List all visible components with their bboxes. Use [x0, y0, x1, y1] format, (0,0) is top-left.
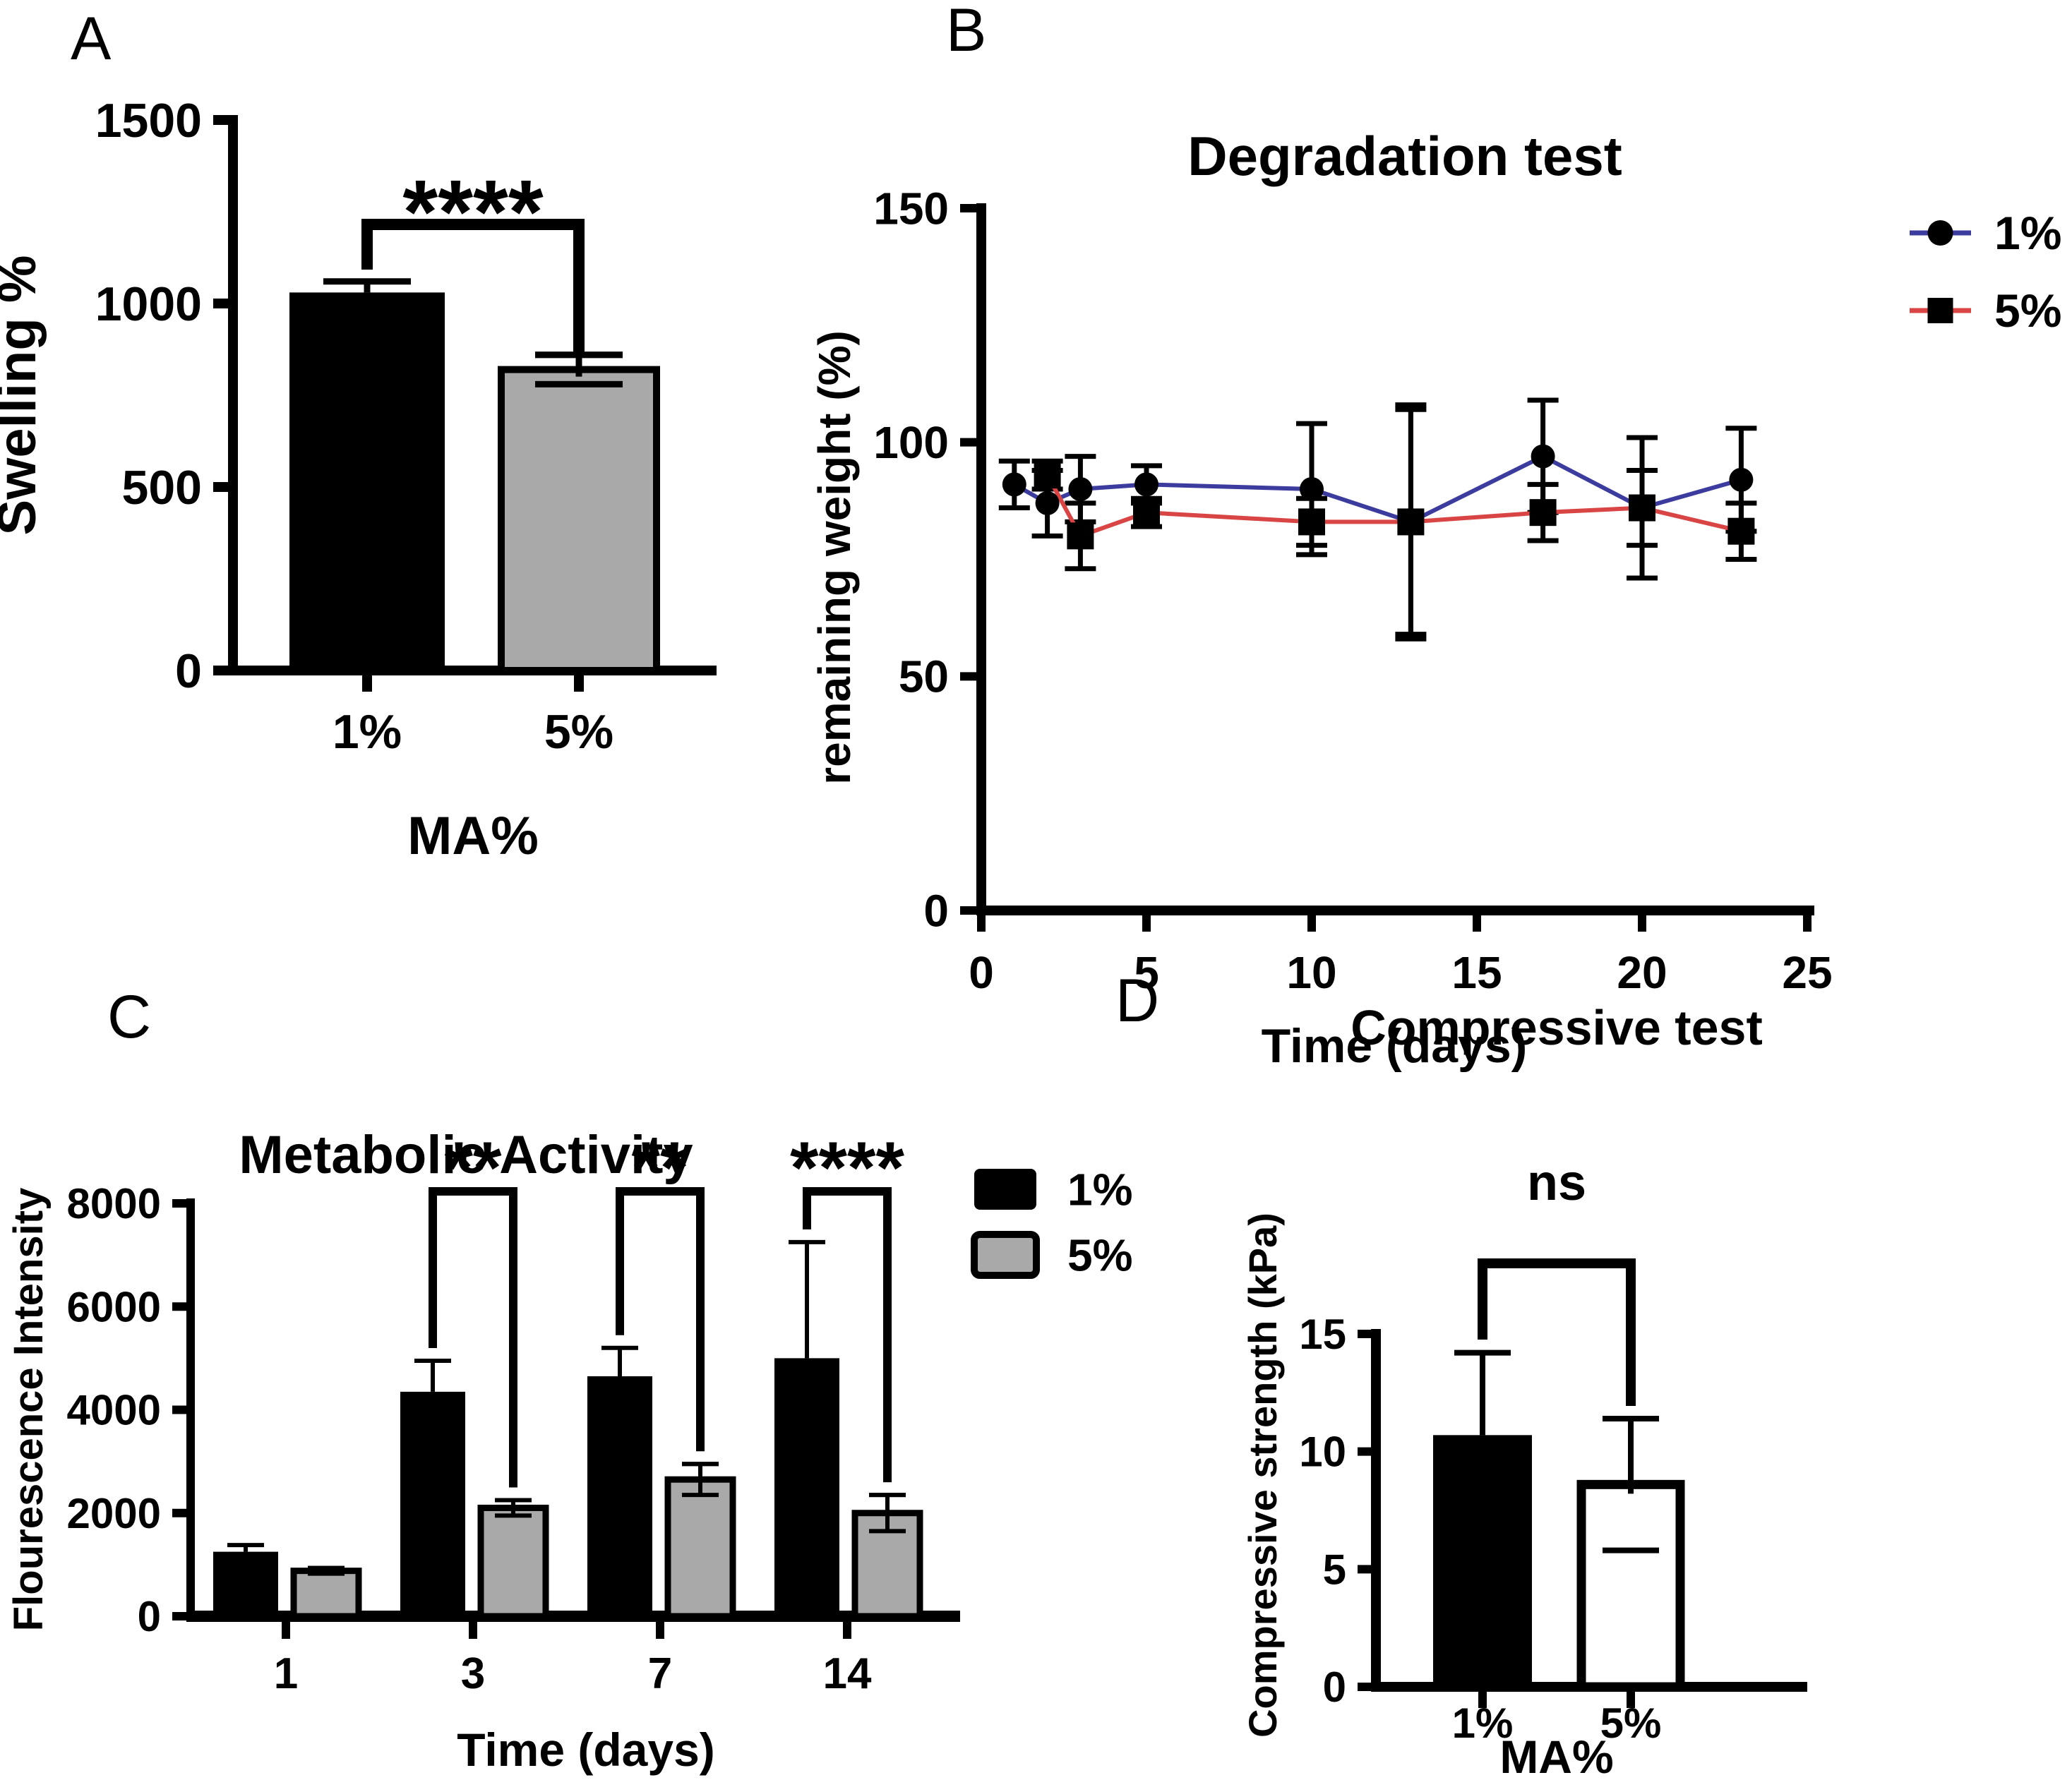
x-tick-label: 1% [1452, 1700, 1514, 1747]
x-tick-label: 1 [274, 1649, 298, 1698]
marker-square-5% [1067, 522, 1094, 550]
y-tick-label: 15 [1299, 1311, 1346, 1358]
y-tick-label: 0 [923, 885, 949, 936]
significance-bracket [616, 1187, 705, 1452]
marker-circle-1% [1068, 477, 1093, 501]
x-axis-title: MA% [1499, 1731, 1613, 1780]
x-tick-label: 7 [648, 1649, 672, 1698]
x-tick-label: 5% [544, 705, 613, 759]
marker-square-5% [1397, 508, 1425, 536]
x-axis-title: MA% [407, 806, 539, 866]
y-tick-label: 0 [175, 644, 202, 698]
degradation-line-chart: 0 50 100 150 0 5 10 15 20 25 1% 5% Degradation test r… [809, 125, 2061, 1073]
marker-square-5% [1529, 499, 1557, 527]
legend-label: 5% [1067, 1229, 1133, 1280]
x-tick-label: 20 [1617, 947, 1667, 998]
x-axis-title: Time (days) [1262, 1019, 1528, 1073]
legend-label: 5% [1994, 284, 2061, 337]
significance-bracket [361, 219, 585, 353]
legend-marker-circle [1927, 220, 1953, 246]
y-tick-label: 50 [899, 651, 949, 702]
chart-title: Compressive test [1351, 1000, 1763, 1055]
marker-square-5% [1133, 499, 1160, 527]
y-axis-title: Compressive strength (kPa) [1240, 1213, 1285, 1738]
y-tick-label: 8000 [67, 1180, 161, 1227]
panel-label-a: A [71, 5, 112, 73]
x-axis-title: Time (days) [457, 1724, 715, 1776]
x-tick-label: 10 [1286, 947, 1336, 998]
y-tick-label: 5 [1323, 1546, 1346, 1593]
legend-label: 1% [1067, 1164, 1133, 1215]
marker-square-5% [1629, 494, 1655, 522]
bar-5%-day1 [290, 1568, 362, 1620]
legend-marker-square [1927, 298, 1953, 323]
marker-square-5% [1034, 462, 1061, 489]
y-tick-label: 2000 [67, 1490, 161, 1537]
x-tick-label: 5% [1600, 1700, 1662, 1747]
y-axis-title: Swelling % [0, 255, 47, 536]
bar-1% [1433, 1435, 1532, 1687]
marker-circle-1% [1035, 491, 1060, 515]
swelling-bar-chart: 0 500 1000 1500 1% 5% **** Swelling % MA% [0, 94, 717, 866]
x-tick-label: 0 [969, 947, 994, 998]
y-axis-title: Flourescence Intensity [6, 1188, 52, 1632]
significance-bracket [803, 1187, 892, 1483]
chart-title: Degradation test [1187, 125, 1622, 187]
bar-5%-day3 [477, 1504, 549, 1620]
y-axis-title: remaining weight (%) [809, 330, 860, 785]
bar-5% [1576, 1479, 1685, 1692]
x-tick-label: 5 [1134, 947, 1159, 998]
panel-label-d: D [1115, 967, 1160, 1035]
significance-label: ** [445, 1127, 502, 1209]
significance-bracket [1478, 1258, 1636, 1406]
significance-label: ** [632, 1127, 689, 1209]
compressive-bar-chart: 0 5 10 15 1% 5% ns Compressive test Compressive … [1240, 1000, 1807, 1780]
panel-label-c: C [107, 983, 152, 1051]
chart-title: Metabolic Activity [239, 1125, 693, 1185]
y-tick-label: 150 [873, 183, 949, 234]
bar-1% [289, 292, 445, 670]
y-tick-label: 1000 [95, 277, 202, 331]
legend-swatch-5% [971, 1231, 1040, 1279]
y-tick-label: 0 [138, 1593, 161, 1640]
bar-5% [498, 366, 660, 674]
marker-circle-1% [1134, 472, 1158, 497]
marker-square-5% [1727, 517, 1755, 545]
marker-square-5% [1298, 508, 1325, 536]
bar-1%-day14 [774, 1358, 839, 1616]
y-tick-label: 0 [1323, 1664, 1346, 1711]
bar-1%-day3 [400, 1391, 465, 1616]
marker-circle-1% [1729, 467, 1754, 492]
significance-label: **** [790, 1127, 904, 1209]
x-tick-label: 3 [461, 1649, 485, 1698]
x-tick-label: 14 [823, 1649, 872, 1698]
legend-swatch-1% [974, 1169, 1036, 1210]
panel-label-b: B [946, 0, 987, 64]
legend-label: 1% [1994, 207, 2061, 259]
marker-circle-1% [1300, 477, 1324, 501]
bar-5%-day7 [664, 1476, 736, 1620]
bar-1%-day7 [587, 1376, 652, 1616]
significance-label: ns [1527, 1155, 1586, 1211]
y-tick-label: 10 [1299, 1429, 1346, 1476]
x-tick-label: 25 [1782, 947, 1832, 998]
y-tick-label: 6000 [67, 1283, 161, 1330]
y-tick-label: 1500 [95, 94, 202, 148]
y-tick-label: 4000 [67, 1387, 161, 1434]
x-tick-label: 1% [333, 705, 402, 759]
marker-circle-1% [1531, 444, 1555, 469]
marker-circle-1% [1002, 472, 1026, 497]
significance-label: **** [402, 162, 543, 263]
y-tick-label: 100 [873, 417, 949, 468]
bar-1%-day1 [213, 1551, 278, 1616]
significance-bracket [429, 1187, 517, 1488]
y-tick-label: 500 [122, 461, 202, 515]
x-tick-label: 15 [1451, 947, 1502, 998]
